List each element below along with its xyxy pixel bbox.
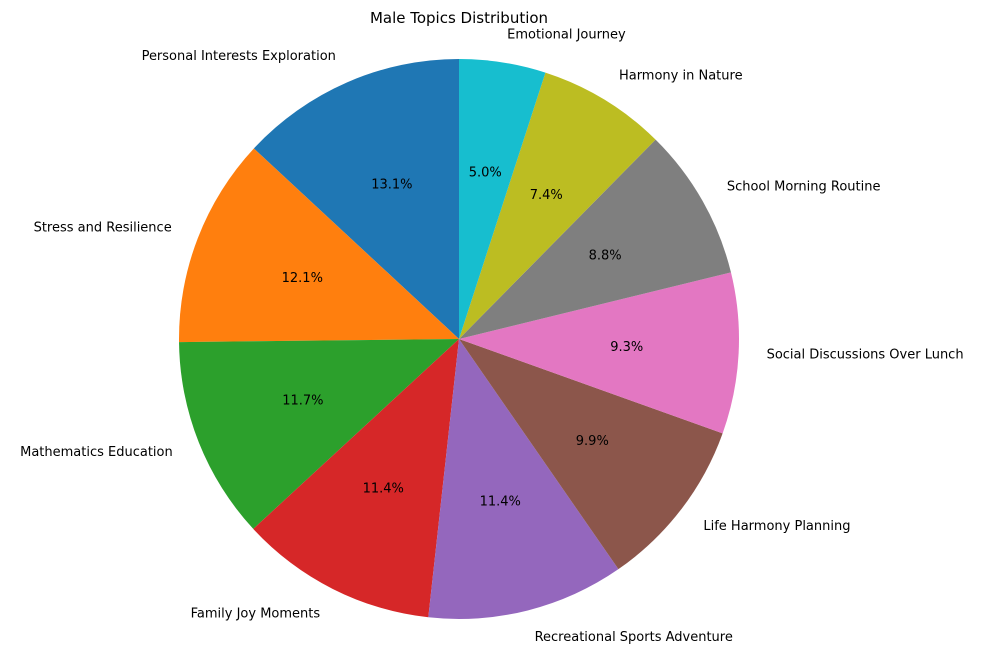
pie-slice [459,339,723,570]
slice-percent-label: 9.3% [610,340,643,355]
pie-slice [459,139,731,339]
slice-percent-label: 7.4% [530,188,563,203]
pie-slice [428,339,619,619]
category-labels: Personal Interests Exploration Stress and… [20,27,963,645]
slice-percent-label: 8.8% [589,249,622,264]
pie-slices [179,59,739,619]
slice-category-label: Social Discussions Over Lunch [767,347,964,362]
pie-slice [179,339,459,529]
pie-slice [459,59,546,339]
slice-category-label: School Morning Routine [727,179,881,194]
slice-category-label: Life Harmony Planning [703,519,850,534]
slice-percent-label: 11.4% [363,481,404,496]
percent-labels: 13.1% 12.1% 11.7% 11.4% 11.4% 9.9% 9.3% 8.8% 7.4… [282,166,644,510]
slice-category-label: Personal Interests Exploration [142,49,336,64]
chart-title: Male Topics Distribution [370,9,548,27]
pie-slice [459,272,739,434]
pie-slice [253,339,459,618]
slice-percent-label: 5.0% [469,166,502,181]
slice-percent-label: 9.9% [576,434,609,449]
slice-percent-label: 11.4% [480,494,521,509]
slice-percent-label: 12.1% [282,271,323,286]
slice-category-label: Stress and Resilience [34,220,172,235]
slice-category-label: Emotional Journey [507,27,626,42]
pie-slice [459,72,656,339]
slice-category-label: Mathematics Education [20,445,173,460]
slice-category-label: Recreational Sports Adventure [535,630,733,645]
slice-percent-label: 11.7% [282,394,323,409]
pie-slice [253,59,459,339]
slice-category-label: Family Joy Moments [191,606,321,621]
slice-category-label: Harmony in Nature [619,68,743,83]
slice-percent-label: 13.1% [371,177,412,192]
pie-slice [179,148,459,343]
